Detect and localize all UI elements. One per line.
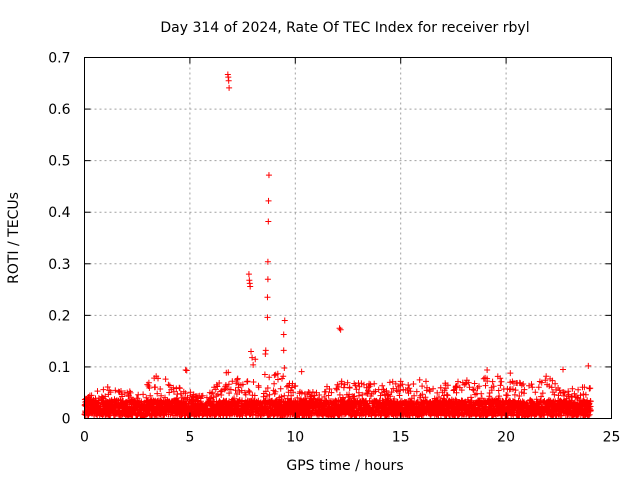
data-point [586,385,593,392]
data-point [264,294,271,301]
data-point [416,376,423,383]
axis-ticks: 0 5 10 15 20 25 0 0.1 0.2 0.3 0.4 0.5 0.6 0.7 [48,51,620,446]
data-point [262,351,269,358]
data-points [81,71,594,419]
data-point [337,326,344,333]
data-point [298,368,305,375]
data-point [484,367,491,374]
data-point [560,366,567,373]
data-point [250,361,257,368]
x-tick-label: 20 [497,430,515,446]
data-point [249,354,256,361]
data-point [265,218,272,225]
data-point [281,317,288,324]
data-point [585,362,592,369]
data-point [265,197,272,204]
y-tick-label: 0.1 [48,360,70,376]
data-point [543,373,550,380]
chart-title: Day 314 of 2024, Rate Of TEC Index for r… [160,20,529,36]
data-point [182,367,189,374]
x-axis-label: GPS time / hours [286,458,403,474]
data-point [397,378,404,385]
data-point [280,347,287,354]
grid [84,57,612,419]
data-point [422,378,429,385]
data-point [153,373,160,380]
y-tick-label: 0.3 [48,257,70,273]
data-point [281,364,288,371]
y-tick-label: 0 [62,412,71,428]
x-tick-label: 15 [392,430,410,446]
x-tick-label: 0 [80,430,89,446]
x-tick-label: 25 [603,430,621,446]
y-tick-label: 0.5 [48,154,70,170]
data-point [247,283,254,290]
y-tick-label: 0.7 [48,51,70,67]
y-tick-label: 0.6 [48,102,70,118]
data-point [264,258,271,265]
data-point [225,77,232,84]
data-point [248,348,255,355]
y-tick-label: 0.4 [48,205,70,221]
data-point [183,367,190,374]
x-tick-label: 10 [286,430,304,446]
data-point [507,370,514,377]
data-point [245,271,252,278]
data-point [226,84,233,91]
data-point [252,356,259,363]
data-point [264,276,271,283]
data-point [338,378,345,385]
plot-frame [84,57,612,419]
data-point [280,331,287,338]
y-axis-label: ROTI / TECUs [6,192,22,284]
y-tick-label: 0.2 [48,308,70,324]
data-point [264,314,271,321]
data-point [265,172,272,179]
x-tick-label: 5 [185,430,194,446]
